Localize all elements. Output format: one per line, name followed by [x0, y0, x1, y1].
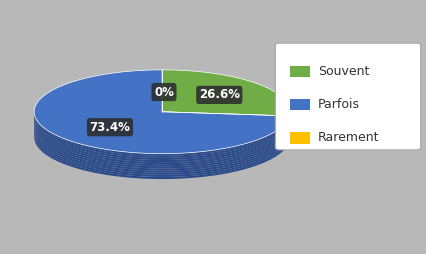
Polygon shape [289, 108, 290, 118]
Polygon shape [34, 119, 289, 166]
Polygon shape [34, 129, 289, 177]
Polygon shape [289, 110, 290, 120]
Polygon shape [34, 117, 289, 164]
Polygon shape [34, 70, 289, 154]
Polygon shape [289, 125, 290, 135]
Bar [290, 99, 309, 110]
Polygon shape [289, 129, 290, 139]
Polygon shape [289, 116, 290, 126]
Polygon shape [34, 110, 289, 158]
Text: 73.4%: 73.4% [89, 121, 130, 134]
Polygon shape [289, 127, 290, 137]
Polygon shape [34, 108, 289, 156]
Polygon shape [34, 121, 289, 168]
Polygon shape [289, 120, 290, 131]
Polygon shape [34, 123, 289, 171]
Polygon shape [289, 122, 290, 133]
Polygon shape [162, 70, 290, 116]
Text: 26.6%: 26.6% [199, 88, 239, 101]
Polygon shape [34, 125, 289, 173]
Polygon shape [34, 115, 289, 162]
Polygon shape [34, 113, 289, 160]
Polygon shape [34, 127, 289, 175]
Polygon shape [289, 118, 290, 129]
Polygon shape [289, 112, 290, 122]
Bar [290, 132, 309, 144]
Text: 0%: 0% [154, 86, 173, 99]
Text: Rarement: Rarement [317, 131, 379, 144]
Polygon shape [34, 132, 289, 179]
Text: Parfois: Parfois [317, 98, 359, 111]
Polygon shape [289, 114, 290, 124]
Text: Souvent: Souvent [317, 65, 368, 78]
Bar [290, 66, 309, 77]
FancyBboxPatch shape [275, 43, 420, 150]
Polygon shape [289, 131, 290, 141]
